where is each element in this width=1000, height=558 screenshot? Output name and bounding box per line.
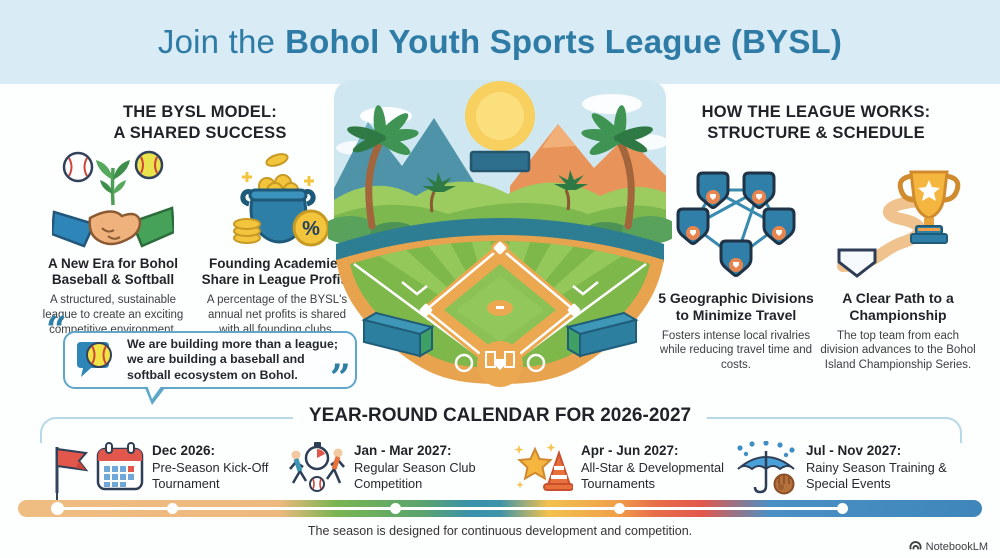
notebooklm-logo-icon <box>909 541 922 550</box>
league-heading-line1: HOW THE LEAGUE WORKS: <box>701 103 931 121</box>
model-section-heading: THE BYSL MODEL: A SHARED SUCCESS <box>50 102 350 145</box>
stopwatch-players-icon <box>289 442 345 492</box>
model-heading-line1: THE BYSL MODEL: <box>123 103 277 121</box>
timeline-event-dec-2026: Dec 2026: Pre-Season Kick-Off Tournament <box>46 441 288 493</box>
divisions-network-icon <box>658 162 814 284</box>
league-section-heading: HOW THE LEAGUE WORKS: STRUCTURE & SCHEDU… <box>666 102 966 145</box>
season-gradient-bar <box>18 500 982 517</box>
profit-pot-icon: % <box>200 150 354 250</box>
feature-divisions: 5 Geographic Divisions to Minimize Trave… <box>658 162 814 373</box>
league-heading-line2: STRUCTURE & SCHEDULE <box>707 124 925 143</box>
notebooklm-badge: NotebookLM <box>909 540 988 553</box>
event-label: Rainy Season Training & Special Events <box>806 460 947 491</box>
open-quote-mark: “ <box>46 309 67 351</box>
handshake-sprout-icon <box>36 150 190 250</box>
event-date: Jul - Nov 2027: <box>806 443 902 458</box>
feature-description: Fosters intense local rivalries while re… <box>659 329 813 372</box>
championship-path-icon <box>820 162 976 284</box>
timeline-dot <box>837 503 848 514</box>
timeline-connector-line <box>56 455 58 505</box>
model-heading-line2: A SHARED SUCCESS <box>113 124 287 143</box>
umbrella-glove-icon <box>737 441 795 495</box>
page-title-main: Bohol Youth Sports League (BYSL) <box>285 23 843 60</box>
calendar-heading: YEAR-ROUND CALENDAR FOR 2026-2027 <box>292 405 708 427</box>
event-label: All-Star & Developmental Tournaments <box>581 460 724 491</box>
feature-description: The top team from each division advances… <box>820 329 976 372</box>
chat-softball-icon <box>77 342 112 377</box>
quote-bubble: We are building more than a league; we a… <box>63 331 357 405</box>
timeline-event-jan-mar-2027: Jan - Mar 2027: Regular Season Club Comp… <box>288 441 502 493</box>
footer-note: The season is designed for continuous de… <box>307 524 693 538</box>
timeline-track <box>57 507 847 510</box>
header-banner: Join the Bohol Youth Sports League (BYSL) <box>0 0 1000 84</box>
page-title: Join the Bohol Youth Sports League (BYSL) <box>158 23 842 61</box>
star-cone-icon <box>514 443 573 491</box>
event-date: Jan - Mar 2027: <box>354 443 452 458</box>
timeline-dot <box>167 503 178 514</box>
event-label: Pre-Season Kick-Off Tournament <box>152 460 269 491</box>
feature-championship: A Clear Path to a Championship The top t… <box>820 162 976 373</box>
feature-title: A New Era for Bohol Baseball & Softball <box>47 256 178 288</box>
feature-title: Founding Academies Share in League Profi… <box>201 256 353 288</box>
timeline-event-apr-jun-2027: Apr - Jun 2027: All-Star & Developmental… <box>513 441 741 493</box>
feature-new-era: A New Era for Bohol Baseball & Softball … <box>36 150 190 338</box>
baseball-field-illustration <box>328 80 672 387</box>
flag-calendar-icon <box>55 442 144 493</box>
feature-title: A Clear Path to a Championship <box>842 290 954 323</box>
close-quote-mark: ” <box>330 357 351 399</box>
event-label: Regular Season Club Competition <box>354 460 476 491</box>
timeline-dot <box>390 503 401 514</box>
feature-title: 5 Geographic Divisions to Minimize Trave… <box>658 290 814 323</box>
percent-symbol: % <box>302 218 320 240</box>
timeline-dot <box>614 503 625 514</box>
timeline-dot <box>51 502 64 515</box>
feature-profit-share: % Founding Academies Share in League Pro… <box>200 150 354 338</box>
page-title-prefix: Join the <box>157 23 276 60</box>
event-date: Apr - Jun 2027: <box>581 443 679 458</box>
quote-text: We are building more than a league; we a… <box>127 336 338 382</box>
event-date: Dec 2026: <box>152 443 216 458</box>
notebooklm-label: NotebookLM <box>925 540 988 553</box>
timeline-event-jul-nov-2027: Jul - Nov 2027: Rainy Season Training & … <box>732 441 956 495</box>
